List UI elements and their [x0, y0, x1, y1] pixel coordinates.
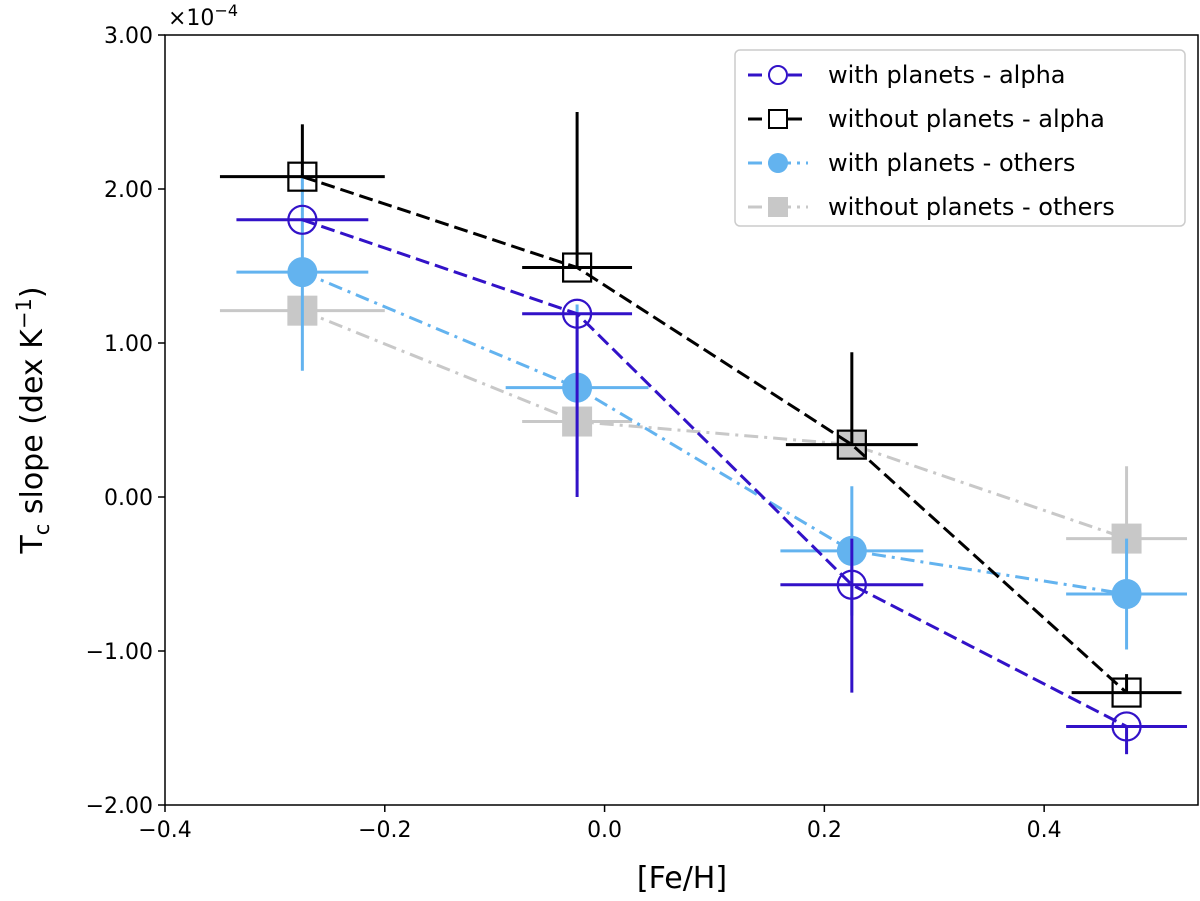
- legend-entry: with planets - alpha: [748, 61, 1066, 89]
- y-axis-label: Tc slope (dex K−1): [12, 286, 54, 554]
- data-point: [836, 569, 867, 600]
- legend-marker: [768, 109, 788, 129]
- series-line: [301, 218, 1128, 728]
- legend-label: without planets - alpha: [828, 105, 1105, 133]
- series-line: [301, 270, 1127, 596]
- data-point: [562, 298, 593, 329]
- legend-entry: without planets - others: [748, 193, 1115, 221]
- y-tick-label: 0.00: [104, 486, 153, 511]
- legend-marker: [768, 153, 788, 173]
- y-tick-label: 1.00: [104, 332, 153, 357]
- legend-marker: [768, 65, 788, 85]
- legend-frame: [734, 49, 1186, 227]
- x-tick-label: 0.4: [1027, 818, 1062, 843]
- data-point: [1111, 677, 1142, 708]
- ticks-layer: −0.4 −0.2 0.0 0.2 0.4 −2.00 −1.00 0.00 1.00 2.00 3…: [86, 24, 1062, 843]
- x-tick-label: 0.2: [807, 818, 842, 843]
- x-axis-label: [Fe/H]: [637, 861, 727, 896]
- y-label-rest: slope (dex K: [15, 328, 50, 524]
- data-point: [1111, 579, 1142, 610]
- offset-base: ×10: [168, 6, 214, 31]
- series-without-planets-others: [219, 295, 1188, 554]
- series-with-planets-alpha: [236, 204, 1188, 755]
- legend-entry: without planets - alpha: [748, 105, 1105, 133]
- y-label-main: T: [15, 535, 50, 555]
- x-tick-label: 0.0: [587, 818, 622, 843]
- y-tick-label: −2.00: [86, 794, 153, 819]
- x-tick-label: −0.2: [358, 818, 411, 843]
- legend-entry: with planets - others: [748, 149, 1075, 177]
- legend-label: without planets - others: [828, 193, 1115, 221]
- legend-label: with planets - others: [828, 149, 1075, 177]
- y-label-sup: −1: [12, 298, 36, 329]
- data-point: [1111, 711, 1142, 742]
- plot-frame: [164, 34, 1199, 806]
- data-point: [836, 429, 867, 460]
- y-tick-label: −1.00: [86, 640, 153, 665]
- x-tick-label: −0.4: [138, 818, 191, 843]
- legend-entries: with planets - alpha without planets - al…: [748, 61, 1115, 221]
- series-layer: [219, 112, 1188, 755]
- data-point: [287, 204, 318, 235]
- series-line: [301, 309, 1128, 540]
- data-point: [562, 252, 593, 283]
- data-point: [287, 161, 318, 192]
- y-label-sub: c: [30, 524, 54, 536]
- y-tick-label: 3.00: [104, 24, 153, 49]
- offset-text: ×10−4: [168, 1, 238, 31]
- legend-label: with planets - alpha: [828, 61, 1066, 89]
- legend-marker: [768, 197, 788, 217]
- data-point: [287, 257, 318, 288]
- series-line: [301, 175, 1128, 694]
- series-without-planets-alpha: [219, 112, 1182, 708]
- offset-exponent: −4: [214, 1, 238, 20]
- y-label-end: ): [15, 286, 50, 298]
- y-tick-label: 2.00: [104, 178, 153, 203]
- legend: with planets - alpha without planets - al…: [734, 49, 1186, 227]
